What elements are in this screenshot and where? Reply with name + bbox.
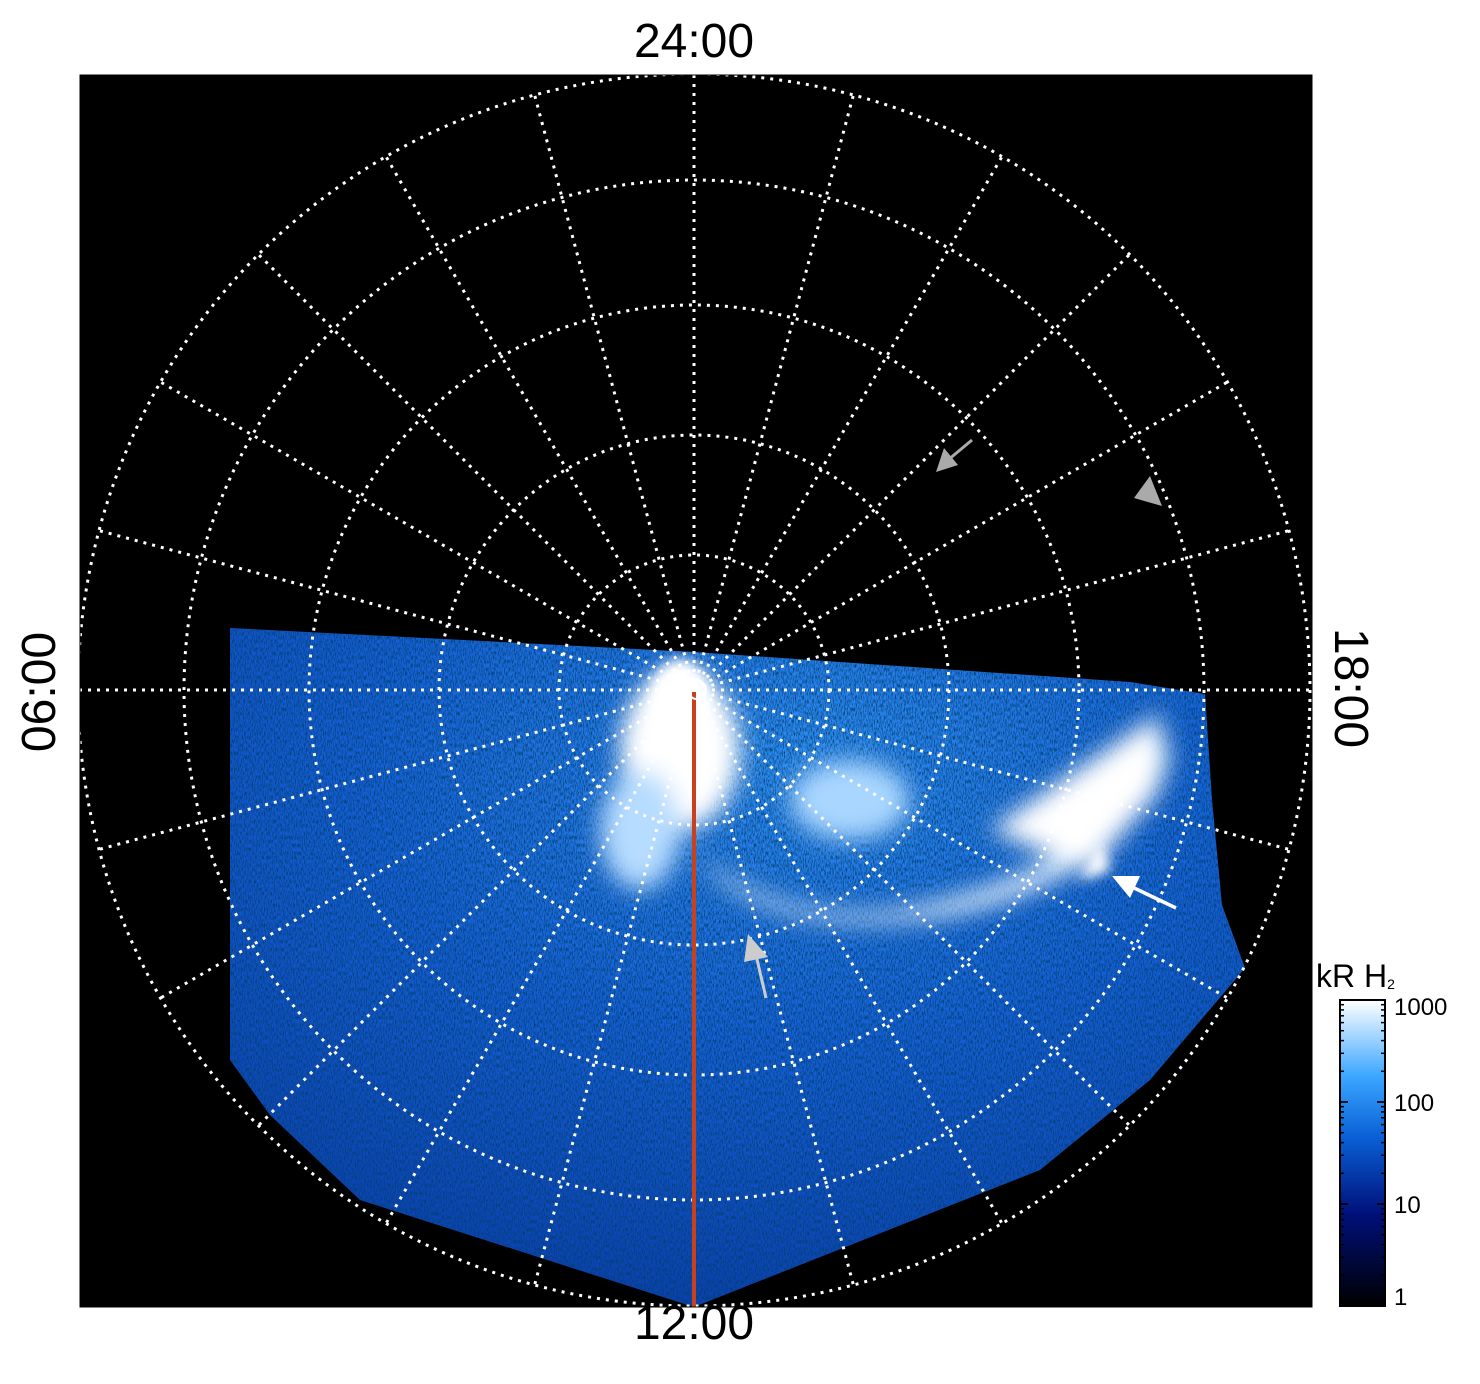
grid-meridian-9	[257, 688, 696, 1127]
colorbar-tick-1000: 1000	[1394, 994, 1448, 1021]
colorbar	[1339, 999, 1386, 1307]
arrow-white	[1112, 876, 1177, 910]
colorbar-title-text: kR H	[1316, 958, 1388, 994]
local-time-label-bottom: 12:00	[633, 1297, 755, 1350]
grid-meridian-16	[384, 155, 696, 691]
grid-meridian-21	[692, 253, 1131, 692]
grid-meridian-22	[693, 380, 1229, 692]
grid-meridian-3	[692, 688, 1131, 1127]
grid-meridian-10	[159, 688, 695, 1000]
pole-marker	[687, 680, 707, 700]
colorbar-gradient	[1339, 999, 1386, 1307]
arrow-light-gray	[744, 934, 768, 999]
grid-meridian-8	[384, 689, 696, 1225]
plot-frame	[79, 74, 1313, 1308]
grid-meridian-20	[692, 155, 1004, 691]
colorbar-title: kR H2	[1316, 958, 1395, 995]
grid-meridian-19	[692, 94, 855, 691]
grid-meridian-11	[98, 688, 695, 851]
local-time-label-left: 06:00	[13, 631, 66, 753]
colorbar-tick-1: 1	[1394, 1284, 1408, 1311]
colorbar-tick-10: 10	[1394, 1192, 1421, 1219]
grid-meridian-4	[692, 689, 1004, 1225]
local-time-label-right: 18:00	[1324, 627, 1377, 749]
emission-field	[230, 628, 1245, 1307]
local-time-label-top: 24:00	[633, 15, 755, 68]
annotation-arrows	[744, 438, 1177, 999]
colorbar-title-subscript: 2	[1387, 976, 1395, 992]
auroral-oval-glow	[600, 670, 1170, 923]
colorbar-tick-100: 100	[1394, 1090, 1435, 1117]
arrow-gray-2	[1134, 476, 1162, 506]
grid-meridian-5	[692, 689, 855, 1286]
grid-meridian-2	[693, 688, 1229, 1000]
arrow-gray-1	[936, 438, 973, 472]
grid-meridian-13	[98, 529, 695, 692]
grid-meridian-14	[159, 380, 695, 692]
grid-meridian-7	[533, 689, 696, 1286]
grid-meridian-15	[257, 253, 696, 692]
grid-meridian-1	[693, 688, 1290, 851]
grid-meridian-23	[693, 529, 1290, 692]
grid-circle-4	[80, 75, 1312, 1307]
grid-meridian-17	[533, 94, 696, 691]
